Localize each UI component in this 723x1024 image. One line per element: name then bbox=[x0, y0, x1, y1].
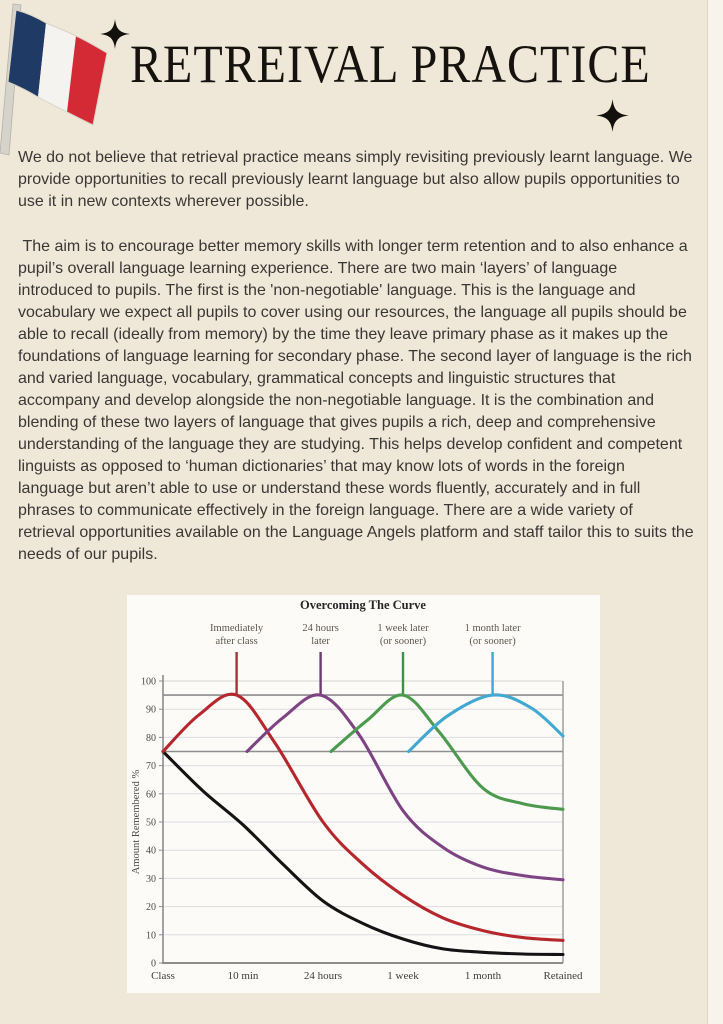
sparkle-icon bbox=[100, 18, 130, 50]
y-axis-title: Amount Remembered % bbox=[131, 770, 142, 875]
review-label: (or sooner) bbox=[469, 636, 516, 647]
y-tick-label: 40 bbox=[146, 846, 156, 857]
forgetting-curve-chart: 0 10 20 30 40 50 60 70 80 90 100 Class 10 min 24 hour… bbox=[127, 595, 600, 993]
french-flag-icon bbox=[0, 2, 122, 156]
chart-title: Overcoming The Curve bbox=[300, 598, 426, 612]
review-label: (or sooner) bbox=[380, 636, 427, 647]
y-tick-label: 90 bbox=[146, 705, 156, 716]
page-title: RETREIVAL PRACTICE bbox=[130, 35, 651, 95]
x-tick-label: Class bbox=[151, 970, 175, 982]
y-tick-label: 70 bbox=[146, 761, 156, 772]
curve-review-immediately-after-class bbox=[161, 692, 565, 942]
sparkle-icon bbox=[596, 98, 629, 133]
y-tick-label: 50 bbox=[146, 818, 156, 829]
x-tick-label: 1 week bbox=[387, 970, 419, 982]
main-paragraph: The aim is to encourage better memory sk… bbox=[18, 238, 694, 563]
y-tick-label: 60 bbox=[146, 789, 156, 800]
review-label: 1 month later bbox=[465, 623, 521, 634]
y-tick-label: 30 bbox=[146, 874, 156, 885]
y-tick-label: 100 bbox=[141, 677, 156, 688]
x-tick-label: 24 hours bbox=[304, 970, 342, 982]
x-tick-label: Retained bbox=[543, 970, 583, 982]
x-tick-label: 1 month bbox=[465, 970, 502, 982]
review-label: after class bbox=[215, 636, 257, 647]
y-tick-label: 80 bbox=[146, 733, 156, 744]
curve-review-1-week-later bbox=[329, 693, 565, 811]
review-label: later bbox=[311, 636, 330, 647]
curve-review-24-hours-later bbox=[245, 693, 565, 882]
y-tick-label: 20 bbox=[146, 902, 156, 913]
x-tick-label: 10 min bbox=[228, 970, 259, 982]
review-label: 24 hours bbox=[302, 623, 338, 634]
y-tick-label: 0 bbox=[151, 959, 156, 970]
review-label: 1 week later bbox=[377, 623, 429, 634]
intro-paragraph: We do not believe that retrieval practic… bbox=[18, 149, 693, 210]
curve-review-1-month-later bbox=[407, 693, 565, 754]
y-tick-label: 10 bbox=[146, 930, 156, 941]
page-edge-strip bbox=[707, 0, 723, 1024]
curve-forgetting-curve-no-review bbox=[161, 749, 565, 957]
review-label: Immediately bbox=[210, 623, 264, 634]
